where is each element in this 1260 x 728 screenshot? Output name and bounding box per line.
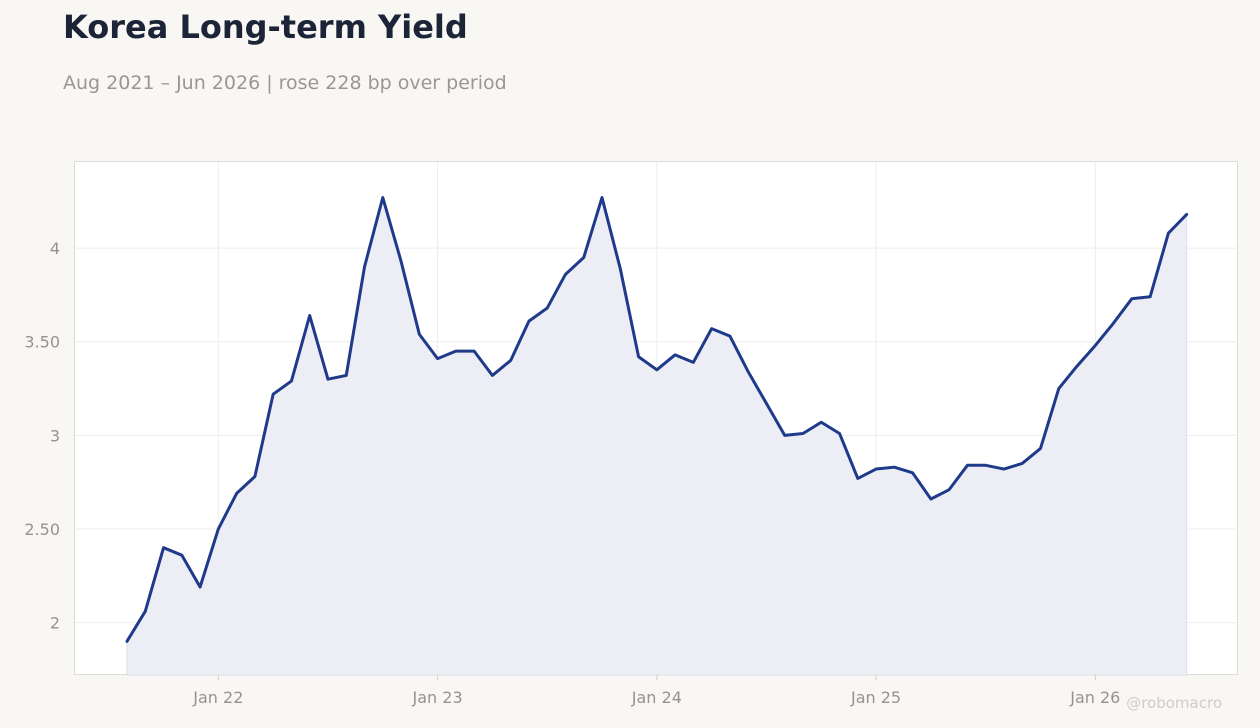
x-tick-label: Jan 22 [192, 688, 243, 707]
x-tick-label: Jan 23 [412, 688, 463, 707]
x-tick-label: Jan 24 [631, 688, 682, 707]
y-axis: 2 2.50 3 3.50 4 [24, 239, 60, 632]
x-tick-label: Jan 26 [1069, 688, 1120, 707]
y-tick-label: 2.50 [24, 520, 60, 539]
x-axis: Jan 22 Jan 23 Jan 24 Jan 25 Jan 26 [192, 675, 1120, 707]
y-tick-label: 2 [50, 614, 60, 633]
y-tick-label: 4 [50, 239, 60, 258]
y-tick-label: 3.50 [24, 333, 60, 352]
y-tick-label: 3 [50, 426, 60, 445]
yield-line [125, 196, 1189, 643]
chart-subtitle: Aug 2021 – Jun 2026 | rose 228 bp over p… [63, 72, 507, 94]
watermark: @robomacro [1126, 694, 1222, 712]
x-tick-label: Jan 25 [850, 688, 901, 707]
chart-title: Korea Long-term Yield [63, 8, 468, 46]
